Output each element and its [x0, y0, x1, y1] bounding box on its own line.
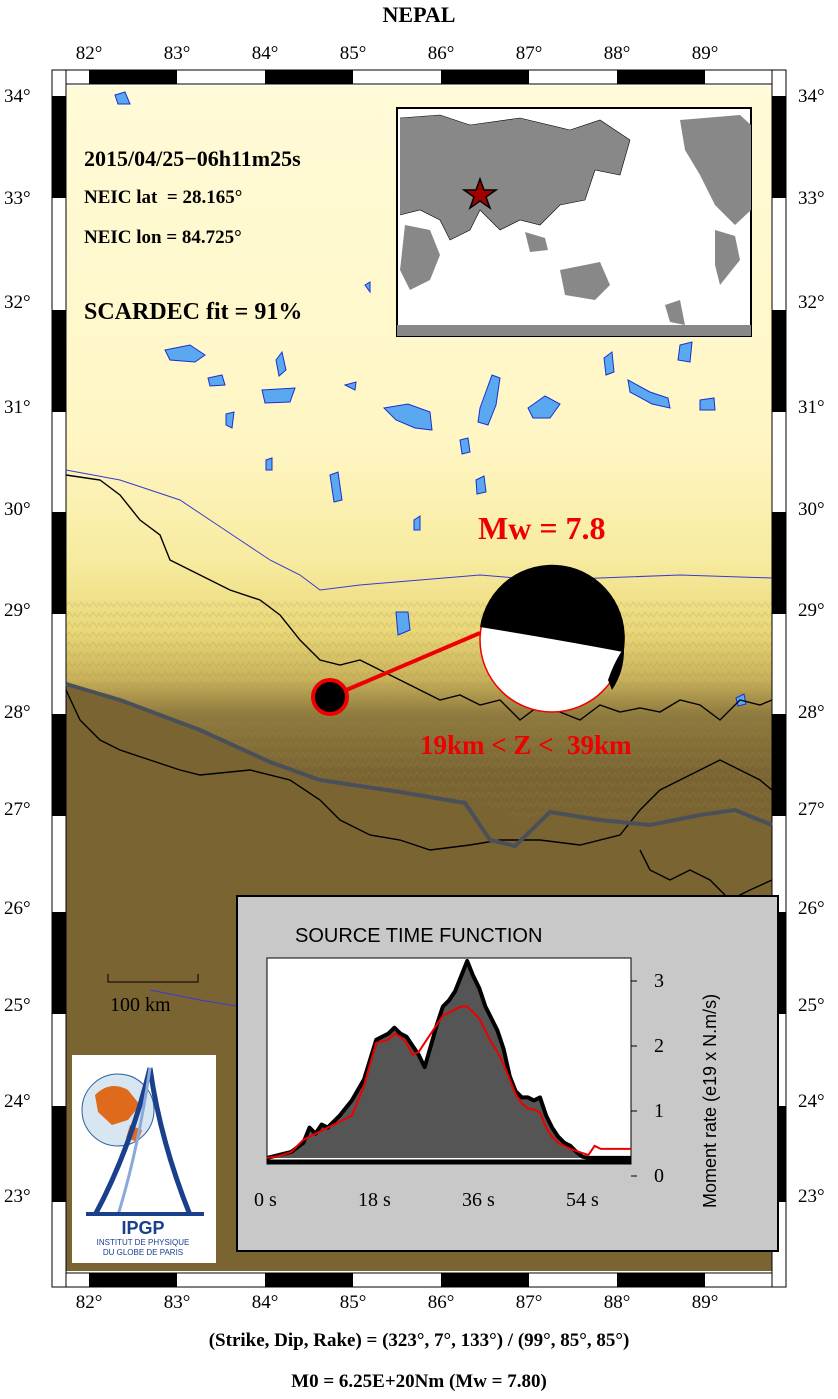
scardec-fit: SCARDEC fit = 91% — [84, 299, 303, 325]
lat-label-right-5: 29° — [798, 600, 825, 621]
lat-label-left-8: 26° — [4, 898, 31, 919]
epicenter-marker — [311, 678, 349, 716]
lon-label-top-3: 85° — [339, 43, 367, 64]
lat-label-right-3: 31° — [798, 397, 825, 418]
logo-subtitle-1: INSTITUT DE PHYSIQUE — [96, 1238, 190, 1247]
lat-label-left-9: 25° — [4, 995, 31, 1016]
map-frame-ticks — [51, 69, 787, 1288]
scale-label: 100 km — [110, 994, 171, 1016]
stf-title: SOURCE TIME FUNCTION — [295, 925, 543, 947]
stf-ytick-3: 3 — [654, 970, 664, 992]
stf-series-black-line — [266, 959, 631, 1160]
stf-ylabel: Moment rate (e19 x N.m/s) — [700, 993, 720, 1208]
map-title: NEPAL — [382, 2, 456, 27]
lat-label-right-7: 27° — [798, 799, 825, 820]
event-longitude: NEIC lon = 84.725° — [84, 227, 242, 248]
beachball-icon — [479, 564, 625, 713]
lon-label-bottom-6: 88° — [603, 1292, 631, 1313]
lon-label-top-4: 86° — [427, 43, 455, 64]
lon-label-bottom-1: 83° — [163, 1292, 191, 1313]
lat-label-right-8: 26° — [798, 898, 825, 919]
lon-label-top-5: 87° — [515, 43, 543, 64]
lat-label-right-9: 25° — [798, 995, 825, 1016]
lon-label-bottom-2: 84° — [251, 1292, 279, 1313]
lat-label-right-2: 32° — [798, 292, 825, 313]
lon-label-top-2: 84° — [251, 43, 279, 64]
lat-label-left-1: 33° — [4, 188, 31, 209]
logo-name: IPGP — [121, 1218, 165, 1238]
event-datetime: 2015/04/25−06h11m25s — [84, 146, 301, 171]
inset-world-map — [396, 107, 752, 337]
lat-label-right-6: 28° — [798, 702, 825, 723]
lat-label-left-7: 27° — [4, 799, 31, 820]
lon-label-bottom-5: 87° — [515, 1292, 543, 1313]
stf-yaxis-ticks — [631, 980, 637, 1177]
lat-label-right-1: 33° — [798, 188, 825, 209]
lat-label-right-11: 23° — [798, 1186, 825, 1207]
depth-label: 19km < Z < 39km — [420, 730, 632, 760]
stf-xtick-2: 36 s — [462, 1189, 495, 1211]
lon-label-top-7: 89° — [691, 43, 719, 64]
lon-label-bottom-0: 82° — [75, 1292, 103, 1313]
ipgp-logo — [72, 1055, 216, 1263]
stf-panel — [236, 895, 779, 1252]
lon-label-bottom-7: 89° — [691, 1292, 719, 1313]
lat-label-left-0: 34° — [4, 86, 31, 107]
lat-label-left-6: 28° — [4, 702, 31, 723]
lon-label-top-0: 82° — [75, 43, 103, 64]
epicenter-star-icon — [461, 176, 499, 210]
fault-line — [65, 682, 773, 849]
lat-label-right-4: 30° — [798, 499, 825, 520]
lon-label-bottom-3: 85° — [339, 1292, 367, 1313]
stf-plot-area — [266, 959, 631, 1165]
lon-label-bottom-4: 86° — [427, 1292, 455, 1313]
magnitude-label: Mw = 7.8 — [478, 510, 606, 546]
stf-ytick-1: 1 — [654, 1100, 664, 1122]
lat-label-left-3: 31° — [4, 397, 31, 418]
lat-label-left-11: 23° — [4, 1186, 31, 1207]
stf-xtick-1: 18 s — [358, 1189, 391, 1211]
stf-area-fill — [267, 961, 631, 1158]
stf-xtick-3: 54 s — [566, 1189, 599, 1211]
strike-dip-rake: (Strike, Dip, Rake) = (323°, 7°, 133°) /… — [208, 1330, 630, 1351]
lat-label-left-10: 24° — [4, 1091, 31, 1112]
lat-label-right-10: 24° — [798, 1091, 825, 1112]
stf-xtick-0: 0 s — [254, 1189, 277, 1211]
logo-subtitle-2: DU GLOBE DE PARIS — [102, 1248, 184, 1257]
country-borders — [65, 474, 773, 901]
seismic-moment: M0 = 6.25E+20Nm (Mw = 7.80) — [291, 1371, 547, 1392]
lat-label-left-5: 29° — [4, 600, 31, 621]
lat-label-left-4: 30° — [4, 499, 31, 520]
stf-ytick-0: 0 — [654, 1165, 664, 1187]
lon-label-top-1: 83° — [163, 43, 191, 64]
event-latitude: NEIC lat = 28.165° — [84, 187, 243, 208]
scale-bar — [107, 974, 199, 983]
lat-label-left-2: 32° — [4, 292, 31, 313]
beachball-connector — [329, 631, 481, 699]
lon-label-top-6: 88° — [603, 43, 631, 64]
stf-ytick-2: 2 — [654, 1035, 664, 1057]
stf-series-red-line — [266, 1005, 631, 1159]
lat-label-right-0: 34° — [798, 86, 825, 107]
